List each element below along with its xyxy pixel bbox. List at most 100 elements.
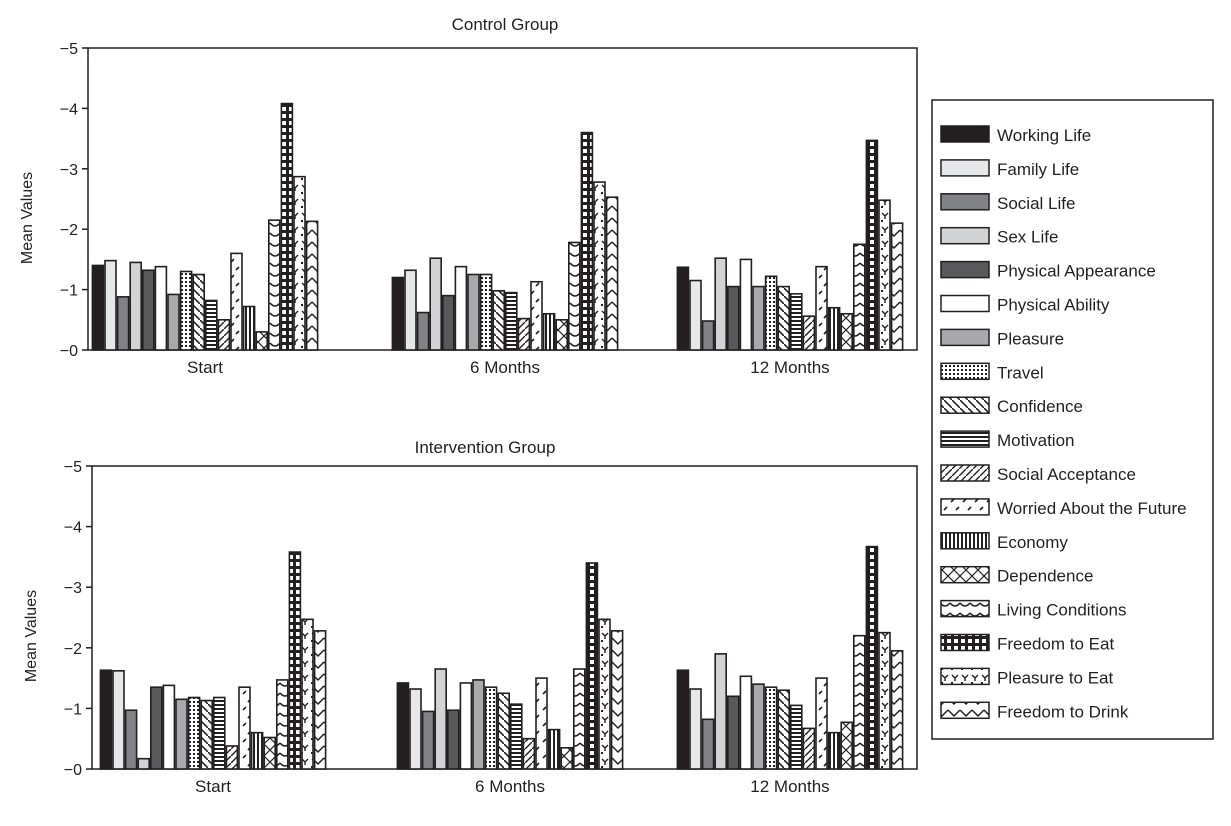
bar-pleasure-to-eat	[301, 618, 314, 770]
bar-living-conditions	[572, 668, 586, 770]
legend-label: Social Life	[997, 194, 1075, 213]
x-tick-label: Start	[195, 777, 231, 796]
legend-swatch	[940, 565, 990, 584]
legend-swatch	[940, 701, 990, 720]
bar-worried-about-the-future	[530, 280, 543, 351]
bar-dependence	[263, 736, 277, 770]
legend-swatch	[940, 159, 990, 177]
bar-social-acceptance	[802, 315, 816, 351]
legend-item: Physical Appearance	[940, 260, 1156, 281]
bar-pleasure-to-eat	[593, 181, 606, 351]
bar-motivation	[789, 293, 803, 351]
legend-swatch	[940, 430, 990, 448]
bar-confidence	[200, 699, 213, 770]
legend-label: Worried About the Future	[997, 499, 1187, 518]
legend-item: Pleasure	[940, 328, 1064, 348]
bar-motivation	[789, 704, 803, 770]
legend-swatch	[940, 193, 990, 211]
legend-item: Pleasure to Eat	[940, 667, 1114, 687]
bar-pleasure	[472, 679, 485, 770]
y-tick-label: −2	[60, 222, 78, 239]
bar-confidence	[492, 290, 506, 351]
bar-freedom-to-drink	[313, 630, 327, 770]
bar-physical-ability	[454, 265, 468, 351]
intervention-group-chart: Intervention Group Mean Values −5 −4 −3 −2 −…	[23, 438, 918, 796]
bar-social-life	[701, 320, 715, 351]
bar-pleasure	[167, 293, 180, 351]
bar-pleasure	[752, 285, 765, 351]
bar-social-acceptance	[517, 317, 531, 351]
bar-motivation	[504, 291, 518, 351]
bar-freedom-to-drink	[890, 650, 904, 770]
bar-pleasure	[752, 683, 765, 770]
legend-item: Working Life	[940, 125, 1091, 145]
x-tick-label: 12 Months	[750, 358, 829, 377]
legend-label: Family Life	[997, 160, 1079, 179]
bar-dependence	[840, 312, 854, 351]
legend-label: Freedom to Eat	[997, 635, 1114, 654]
bar-worried-about-the-future	[815, 677, 828, 770]
legend-label: Dependence	[997, 567, 1093, 586]
legend-swatch	[940, 260, 990, 279]
y-tick-label: −0	[64, 762, 82, 779]
legend-item: Dependence	[940, 565, 1093, 586]
legend-item: Physical Ability	[940, 294, 1110, 315]
x-tick-label: 6 Months	[470, 358, 540, 377]
x-tick-label: 6 Months	[475, 777, 545, 796]
bar-confidence	[777, 285, 791, 351]
bar-living-conditions	[267, 219, 281, 351]
y-tick-label: −4	[60, 101, 78, 118]
legend-label: Social Acceptance	[997, 465, 1136, 484]
chart-title: Control Group	[452, 15, 559, 34]
bar-physical-ability	[162, 684, 176, 770]
legend-label: Pleasure	[997, 329, 1064, 348]
legend-swatch	[940, 328, 990, 347]
bar-social-acceptance	[225, 745, 239, 770]
legend-item: Sex Life	[940, 226, 1058, 247]
bar-economy	[542, 312, 556, 351]
bar-family-life	[689, 279, 702, 351]
bar-confidence	[497, 692, 511, 770]
bar-social-life	[116, 296, 130, 351]
legend-item: Travel	[940, 362, 1044, 382]
bar-travel	[479, 273, 493, 351]
bar-motivation	[213, 696, 226, 770]
legend-swatch	[940, 226, 990, 245]
legend-swatch	[940, 667, 990, 686]
y-tick-label: −1	[64, 701, 82, 718]
bar-sex-life	[434, 668, 448, 770]
bar-sex-life	[714, 653, 728, 770]
bar-travel	[187, 696, 201, 770]
bar-freedom-to-eat	[865, 139, 879, 351]
bar-working-life	[391, 276, 405, 351]
y-tick-label: −5	[64, 459, 82, 476]
bar-pleasure-to-eat	[878, 631, 891, 770]
bar-pleasure	[175, 698, 188, 770]
bar-freedom-to-eat	[580, 131, 594, 351]
bar-freedom-to-drink	[890, 222, 904, 351]
bar-family-life	[104, 259, 117, 351]
bar-economy	[547, 728, 561, 770]
legend-label: Travel	[997, 363, 1044, 382]
bar-physical-appearance	[142, 269, 155, 351]
bar-family-life	[409, 688, 422, 770]
bar-worried-about-the-future	[535, 677, 548, 770]
legend-label: Economy	[997, 533, 1068, 552]
bar-working-life	[99, 669, 113, 770]
bar-working-life	[676, 669, 690, 770]
bar-confidence	[777, 689, 791, 770]
bar-freedom-to-drink	[610, 630, 624, 770]
bar-confidence	[192, 273, 205, 351]
bar-physical-appearance	[446, 709, 460, 770]
bar-social-life	[124, 709, 138, 770]
legend-label: Physical Appearance	[997, 262, 1156, 281]
legend-swatch	[940, 125, 990, 143]
legend-swatch	[940, 294, 990, 313]
y-tick-label: −3	[64, 580, 82, 597]
bar-physical-appearance	[726, 695, 740, 770]
bar-physical-ability	[459, 682, 473, 770]
legend-item: Motivation	[940, 430, 1074, 450]
bar-freedom-to-drink	[305, 220, 319, 351]
bar-motivation	[205, 299, 218, 351]
bar-working-life	[676, 266, 690, 351]
